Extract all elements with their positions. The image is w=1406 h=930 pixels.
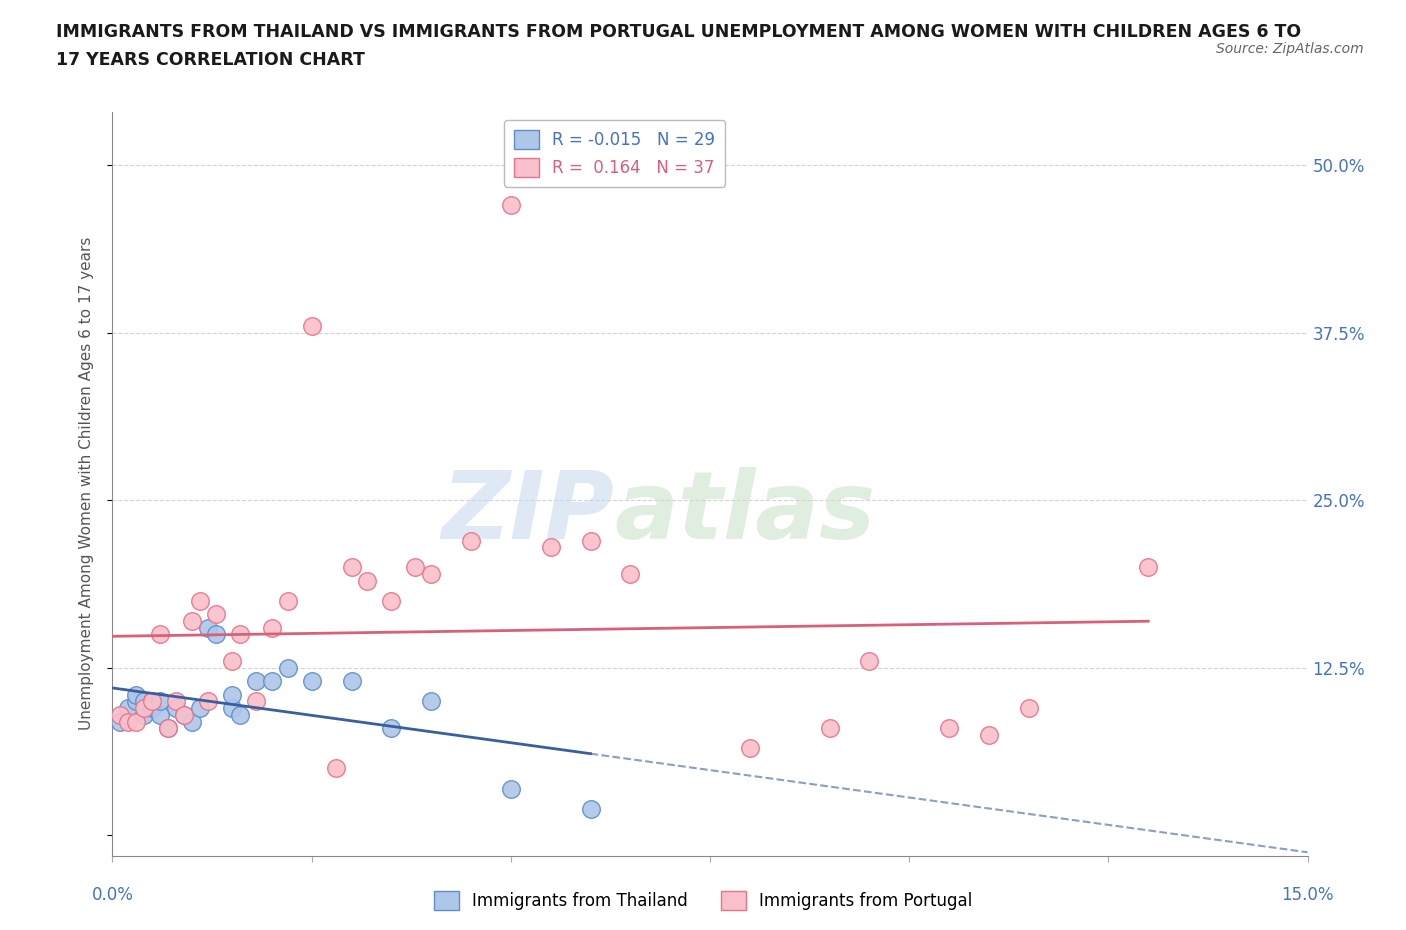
Point bbox=[301, 674, 323, 689]
Point bbox=[221, 687, 243, 702]
Text: 0.0%: 0.0% bbox=[91, 886, 134, 904]
Point bbox=[134, 694, 156, 709]
Point bbox=[356, 574, 378, 589]
Point bbox=[149, 627, 172, 642]
Point bbox=[380, 721, 402, 736]
Point bbox=[380, 593, 402, 608]
Point bbox=[260, 674, 283, 689]
Point bbox=[181, 614, 204, 629]
Point bbox=[229, 708, 252, 723]
Point bbox=[141, 700, 163, 715]
Point bbox=[117, 714, 139, 729]
Point bbox=[165, 694, 187, 709]
Point bbox=[301, 319, 323, 334]
Point bbox=[188, 700, 211, 715]
Point bbox=[619, 566, 641, 581]
Legend: R = -0.015   N = 29, R =  0.164   N = 37: R = -0.015 N = 29, R = 0.164 N = 37 bbox=[503, 120, 725, 187]
Point bbox=[125, 714, 148, 729]
Point bbox=[738, 741, 761, 756]
Point bbox=[1018, 700, 1040, 715]
Point bbox=[165, 700, 187, 715]
Point bbox=[181, 714, 204, 729]
Legend: Immigrants from Thailand, Immigrants from Portugal: Immigrants from Thailand, Immigrants fro… bbox=[427, 884, 979, 917]
Text: atlas: atlas bbox=[614, 468, 876, 559]
Point bbox=[197, 694, 219, 709]
Point bbox=[221, 654, 243, 669]
Point bbox=[579, 533, 602, 548]
Text: IMMIGRANTS FROM THAILAND VS IMMIGRANTS FROM PORTUGAL UNEMPLOYMENT AMONG WOMEN WI: IMMIGRANTS FROM THAILAND VS IMMIGRANTS F… bbox=[56, 23, 1302, 41]
Text: Source: ZipAtlas.com: Source: ZipAtlas.com bbox=[1216, 42, 1364, 56]
Point bbox=[125, 694, 148, 709]
Point bbox=[125, 687, 148, 702]
Point bbox=[499, 781, 522, 796]
Point bbox=[134, 708, 156, 723]
Point bbox=[157, 721, 180, 736]
Point bbox=[173, 708, 195, 723]
Point bbox=[134, 700, 156, 715]
Point bbox=[110, 714, 132, 729]
Point bbox=[404, 560, 426, 575]
Point bbox=[157, 721, 180, 736]
Point bbox=[1137, 560, 1160, 575]
Point bbox=[977, 727, 1000, 742]
Point bbox=[221, 700, 243, 715]
Point bbox=[245, 674, 267, 689]
Text: ZIP: ZIP bbox=[441, 468, 614, 559]
Point bbox=[420, 694, 443, 709]
Point bbox=[197, 620, 219, 635]
Point bbox=[499, 198, 522, 213]
Text: 17 YEARS CORRELATION CHART: 17 YEARS CORRELATION CHART bbox=[56, 51, 366, 69]
Point bbox=[325, 761, 347, 776]
Point bbox=[117, 700, 139, 715]
Y-axis label: Unemployment Among Women with Children Ages 6 to 17 years: Unemployment Among Women with Children A… bbox=[79, 237, 94, 730]
Point bbox=[110, 708, 132, 723]
Point bbox=[245, 694, 267, 709]
Point bbox=[229, 627, 252, 642]
Point bbox=[277, 593, 299, 608]
Point bbox=[173, 708, 195, 723]
Point bbox=[205, 627, 228, 642]
Point bbox=[340, 560, 363, 575]
Point bbox=[858, 654, 880, 669]
Point bbox=[420, 566, 443, 581]
Point bbox=[277, 660, 299, 675]
Point bbox=[260, 620, 283, 635]
Point bbox=[205, 607, 228, 622]
Point bbox=[340, 674, 363, 689]
Point bbox=[188, 593, 211, 608]
Point bbox=[460, 533, 482, 548]
Point bbox=[149, 708, 172, 723]
Point bbox=[818, 721, 841, 736]
Point bbox=[149, 694, 172, 709]
Point bbox=[141, 694, 163, 709]
Point bbox=[540, 539, 562, 554]
Point bbox=[141, 694, 163, 709]
Point bbox=[579, 802, 602, 817]
Text: 15.0%: 15.0% bbox=[1281, 886, 1334, 904]
Point bbox=[938, 721, 960, 736]
